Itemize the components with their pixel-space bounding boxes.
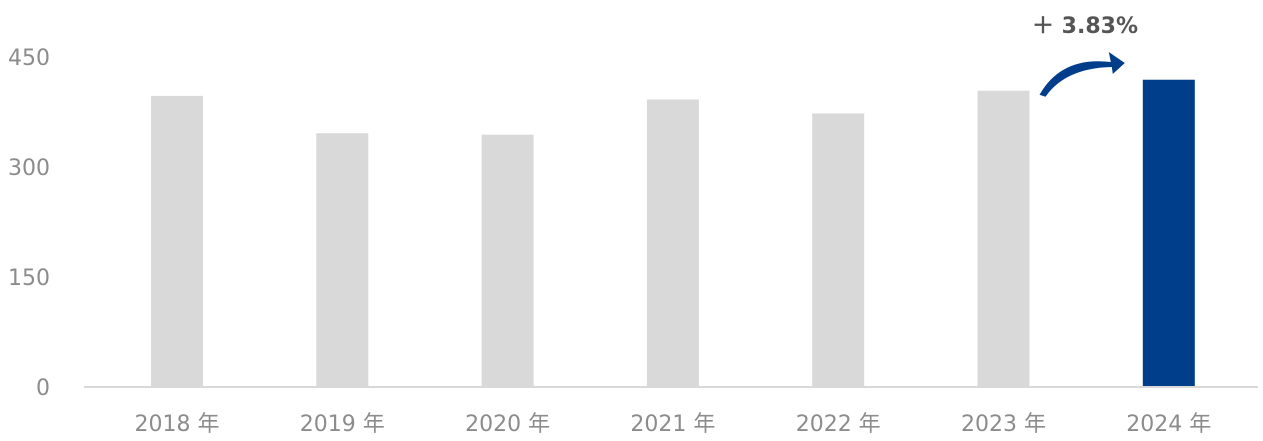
x-tick-label: 2022 年 (796, 412, 881, 437)
y-tick-label: 450 (8, 46, 50, 71)
x-tick-label: 2018 年 (135, 412, 220, 437)
y-tick-label: 150 (8, 266, 50, 291)
growth-arrow-icon (1039, 52, 1125, 97)
growth-label: ＋ 3.83% (1032, 14, 1138, 39)
bar-2022-年 (812, 113, 865, 387)
growth-annotation: ＋ 3.83% (1032, 14, 1138, 97)
bar-2018-年 (151, 95, 203, 387)
bars (151, 79, 1195, 388)
y-tick-label: 0 (36, 376, 50, 401)
x-tick-label: 2024 年 (1126, 412, 1211, 437)
bar-2021-年 (646, 99, 699, 388)
x-tick-label: 2020 年 (465, 412, 550, 437)
x-tick-label: 2023 年 (961, 412, 1046, 437)
x-axis-ticks: 2018 年 2019 年 2020 年 2021 年 2022 年 2023 年 2024… (135, 412, 1212, 437)
x-tick-label: 2021 年 (630, 412, 715, 437)
bar-2024-年 (1142, 79, 1195, 387)
bar-2020-年 (481, 134, 534, 387)
y-axis-ticks: 0 150 300 450 (8, 46, 50, 401)
x-tick-label: 2019 年 (300, 412, 385, 437)
y-tick-label: 300 (8, 156, 50, 181)
bar-2023-年 (977, 90, 1030, 387)
bar-2019-年 (316, 133, 369, 387)
